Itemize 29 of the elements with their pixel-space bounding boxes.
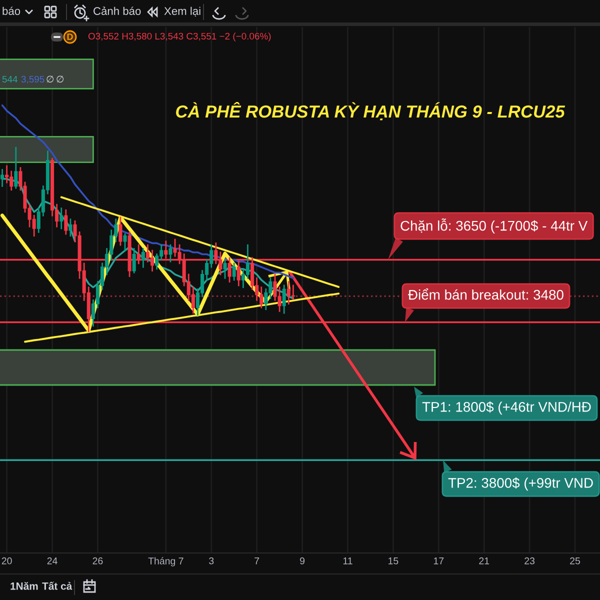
text: Cảnh báo [94,6,141,15]
text: báo [2,6,20,15]
x-tick-label: 9 [300,557,305,564]
chart-title: CÀ PHÊ ROBUSTA KỲ HẠN THÁNG 9 - LRCU25 [176,102,566,120]
text: 1Năm [10,582,38,590]
x-tick-label: 25 [570,557,580,564]
text: Xem lại [164,6,200,17]
text: O3,552 H3,580 L3,543 C3,551 −2 (−0.06%) [88,32,271,42]
x-tick-label: 20 [2,557,12,564]
x-tick-label: 11 [343,558,352,564]
annotation: Điểm bán breakout: 3480 [408,288,564,300]
x-tick-label: 15 [388,558,398,564]
text: Tất cả [42,582,72,590]
x-tick-label: 23 [524,557,535,564]
text: ∅ [56,76,64,83]
x-tick-label: 3 [209,557,214,564]
text: TP2: 3800$ (+99tr VND [448,477,593,491]
text: D [67,34,73,40]
x-tick-label: 26 [92,557,103,564]
x-tick-label: 21 [479,557,490,564]
text: TP1: 1800$ (+46tr VND/HĐ [422,401,591,415]
x-tick-label: 7 [254,558,260,564]
text: ∅ [46,76,54,83]
annotation: Chặn lỗ: 3650 (-1700$ - 44tr V [400,218,588,234]
x-tick-label: Tháng 7 [148,557,184,566]
x-tick-label: 17 [434,558,444,564]
text: 3,595 [21,76,44,84]
x-tick-label: 24 [47,557,58,564]
text: 544 [2,76,18,83]
